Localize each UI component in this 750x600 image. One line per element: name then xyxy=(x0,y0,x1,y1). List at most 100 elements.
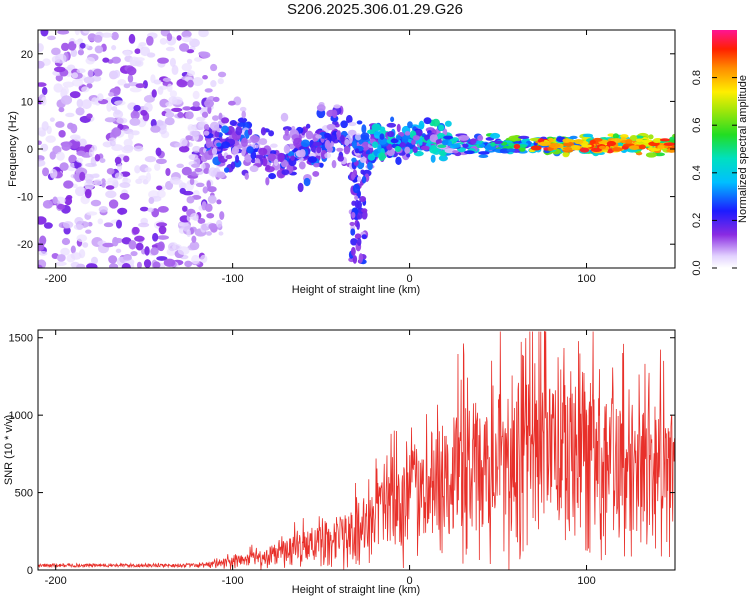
spectral-blob xyxy=(192,90,200,100)
spectral-blob xyxy=(340,120,348,129)
spectral-blob xyxy=(598,145,607,150)
spectral-blob xyxy=(354,133,362,141)
spectral-blob xyxy=(83,76,95,84)
spectral-blob xyxy=(90,256,99,265)
spectral-blob xyxy=(157,86,164,95)
spectral-blob xyxy=(171,179,183,185)
spectral-blob xyxy=(192,215,199,221)
spectrogram-y-label: Frequency (Hz) xyxy=(7,111,19,187)
spectral-blob xyxy=(38,159,46,167)
spectral-blob xyxy=(361,124,367,134)
spectral-blob xyxy=(82,30,91,34)
spectral-blob xyxy=(313,162,320,168)
spectral-blob xyxy=(187,126,196,131)
spectral-blob xyxy=(169,90,178,98)
spectral-blob xyxy=(76,234,88,242)
y-tick-label: 0 xyxy=(27,144,33,156)
spectral-blob xyxy=(116,117,128,124)
spectral-blob xyxy=(181,63,192,72)
spectral-blob xyxy=(319,162,324,168)
spectral-blob xyxy=(41,96,47,106)
spectral-blob xyxy=(176,35,182,41)
spectral-blob xyxy=(530,145,542,151)
spectral-blob xyxy=(582,133,594,138)
spectral-blob xyxy=(178,145,190,153)
spectral-blob xyxy=(155,158,167,165)
spectral-blob xyxy=(74,30,81,36)
spectral-blob xyxy=(437,144,447,149)
spectral-blob xyxy=(202,186,209,194)
spectral-blob xyxy=(312,171,320,177)
spectral-blob xyxy=(641,139,653,143)
spectral-blob xyxy=(181,166,192,176)
spectral-blob xyxy=(109,140,116,147)
spectral-blob xyxy=(143,95,155,103)
spectral-blob xyxy=(123,83,131,89)
spectral-blob xyxy=(102,57,110,63)
spectral-blob xyxy=(428,144,439,154)
spectral-blob xyxy=(360,132,370,141)
spectral-blob xyxy=(69,91,81,99)
spectral-blob xyxy=(38,242,45,252)
spectral-blob xyxy=(111,56,121,64)
spectral-blob xyxy=(301,139,310,148)
spectral-blob xyxy=(394,145,402,152)
spectral-blob xyxy=(162,77,171,82)
spectral-blob xyxy=(69,134,81,140)
spectral-blob xyxy=(244,172,249,180)
spectral-blob xyxy=(217,71,227,78)
x-tick-label: -200 xyxy=(45,273,67,285)
spectral-blob xyxy=(303,177,311,187)
colorbar-ticks: 0.0 0.2 0.4 0.6 0.8 xyxy=(691,70,737,276)
spectral-blob xyxy=(332,120,339,125)
spectral-blob xyxy=(240,137,249,147)
spectral-blob xyxy=(156,222,168,227)
spectral-blob xyxy=(581,144,592,148)
spectral-blob xyxy=(562,151,570,158)
x-tick-label: -100 xyxy=(222,273,244,285)
spectral-blob xyxy=(390,138,399,144)
spectral-blob xyxy=(229,120,237,127)
spectral-blob xyxy=(139,46,151,57)
spectral-blob xyxy=(333,104,341,109)
spectral-blob xyxy=(191,235,197,243)
spectral-blob xyxy=(221,125,230,134)
spectral-blob xyxy=(412,135,420,141)
spectral-blob xyxy=(182,190,194,196)
spectral-blob xyxy=(359,156,367,163)
spectral-blob xyxy=(68,139,81,150)
spectral-blob xyxy=(221,141,231,149)
spectral-blob xyxy=(38,251,48,256)
spectral-blob xyxy=(377,144,382,153)
spectral-blob xyxy=(518,135,530,140)
spectral-blob xyxy=(62,81,75,88)
spectral-blob xyxy=(204,88,213,93)
spectral-blob xyxy=(112,236,119,247)
spectral-blob xyxy=(216,127,221,133)
spectral-blob xyxy=(104,117,116,123)
chart-title: S206.2025.306.01.29.G26 xyxy=(287,1,463,18)
spectral-blob xyxy=(68,154,77,164)
spectral-blob xyxy=(356,221,360,230)
spectral-blob xyxy=(478,151,490,155)
spectral-blob xyxy=(151,89,157,98)
spectral-blob xyxy=(106,102,112,112)
spectral-blob xyxy=(372,141,379,149)
spectral-blob xyxy=(111,31,119,41)
spectral-blob xyxy=(281,169,290,176)
snr-y-label: SNR (10 * v/v) xyxy=(3,415,15,485)
spectral-blob xyxy=(299,149,306,158)
spectral-blob xyxy=(200,162,206,171)
spectral-blob xyxy=(157,235,169,240)
spectral-blob xyxy=(367,161,373,171)
spectral-blob xyxy=(181,36,193,43)
spectral-blob xyxy=(127,74,134,83)
spectral-blob xyxy=(144,167,152,173)
spectral-blob xyxy=(203,124,210,131)
spectral-blob xyxy=(49,168,58,179)
spectral-blob xyxy=(130,110,140,120)
spectral-blob xyxy=(82,242,89,248)
spectral-blob xyxy=(450,137,460,142)
spectral-blob xyxy=(562,141,575,147)
